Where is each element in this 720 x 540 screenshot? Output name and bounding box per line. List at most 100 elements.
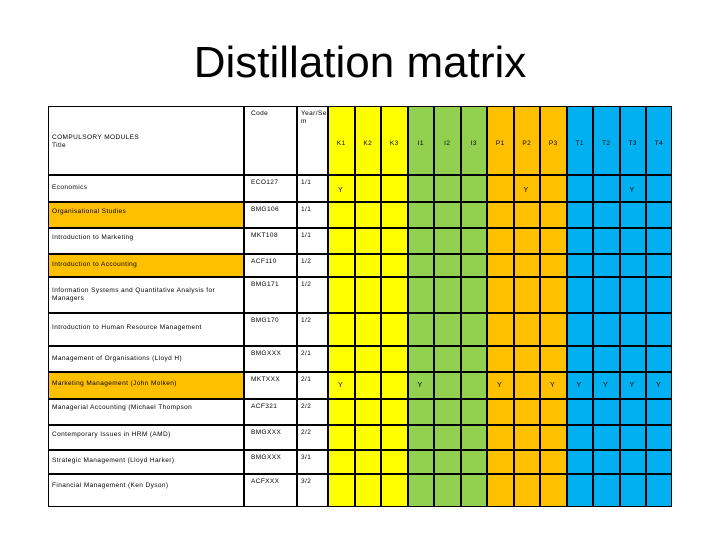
matrix-cell xyxy=(354,277,381,313)
matrix-cell xyxy=(646,450,672,474)
matrix-cell: Y xyxy=(513,175,540,202)
matrix-cell xyxy=(646,202,672,228)
module-title: Management of Organisations (Lloyd H) xyxy=(48,346,244,372)
matrix-cell xyxy=(540,202,567,228)
matrix-cell xyxy=(354,175,381,202)
matrix-cell xyxy=(354,425,381,450)
outcome-header-t4: T4 xyxy=(646,106,672,175)
matrix-cell xyxy=(434,450,461,474)
matrix-cell xyxy=(487,399,514,425)
matrix-cell xyxy=(434,313,461,346)
matrix-cell xyxy=(487,474,514,507)
matrix-cell xyxy=(460,313,487,346)
matrix-cell xyxy=(646,254,672,277)
matrix-cell xyxy=(434,202,461,228)
module-code: MKTXXX xyxy=(244,372,297,399)
matrix-cell xyxy=(487,425,514,450)
matrix-cell xyxy=(540,399,567,425)
matrix-cell xyxy=(593,425,620,450)
matrix-cell xyxy=(434,175,461,202)
matrix-cell xyxy=(328,228,355,254)
matrix-cell xyxy=(407,474,434,507)
matrix-cell: Y xyxy=(646,372,672,399)
matrix-cell xyxy=(487,202,514,228)
matrix-cell xyxy=(593,313,620,346)
matrix-cell xyxy=(566,346,593,372)
matrix-cell xyxy=(619,277,646,313)
matrix-cell xyxy=(434,399,461,425)
module-code: BMG171 xyxy=(244,277,297,313)
outcome-header-p3: P3 xyxy=(540,106,567,175)
matrix-cell xyxy=(593,346,620,372)
outcome-mark: Y xyxy=(523,187,529,194)
matrix-cell xyxy=(381,254,408,277)
module-code: BMGXXX xyxy=(244,346,297,372)
matrix-cell xyxy=(354,228,381,254)
module-year-sem: 3/2 xyxy=(297,474,328,507)
matrix-cell xyxy=(460,399,487,425)
module-year-sem: 2/1 xyxy=(297,346,328,372)
module-title-header: COMPULSORY MODULES Title xyxy=(48,106,244,175)
matrix-cell xyxy=(540,254,567,277)
matrix-cell xyxy=(407,425,434,450)
module-year-sem: 1/1 xyxy=(297,175,328,202)
matrix-cell xyxy=(566,277,593,313)
matrix-cell xyxy=(593,474,620,507)
matrix-cell xyxy=(540,228,567,254)
matrix-cell xyxy=(407,313,434,346)
matrix-cell xyxy=(434,346,461,372)
matrix-cell: Y xyxy=(328,372,355,399)
module-year-sem: 2/2 xyxy=(297,399,328,425)
matrix-cell xyxy=(407,399,434,425)
module-year-sem: 1/2 xyxy=(297,277,328,313)
matrix-cell xyxy=(354,254,381,277)
matrix-cell xyxy=(566,254,593,277)
module-code: ACF110 xyxy=(244,254,297,277)
outcome-mark: Y xyxy=(656,382,662,389)
matrix-cell xyxy=(434,372,461,399)
matrix-cell xyxy=(460,425,487,450)
matrix-cell xyxy=(354,399,381,425)
matrix-cell xyxy=(328,202,355,228)
matrix-cell xyxy=(460,228,487,254)
matrix-cell xyxy=(487,346,514,372)
matrix-cell: Y xyxy=(619,372,646,399)
matrix-cell xyxy=(593,228,620,254)
module-year-sem: 1/2 xyxy=(297,313,328,346)
module-year-sem: 1/1 xyxy=(297,228,328,254)
module-year-sem: 1/1 xyxy=(297,202,328,228)
matrix-cell xyxy=(407,346,434,372)
matrix-cell xyxy=(513,313,540,346)
matrix-cell xyxy=(566,175,593,202)
slide-title: Distillation matrix xyxy=(193,38,527,87)
module-title: Strategic Management (Lloyd Harker) xyxy=(48,450,244,474)
matrix-cell xyxy=(513,399,540,425)
module-title: Contemporary Issues in HRM (AMD) xyxy=(48,425,244,450)
module-code: BMGXXX xyxy=(244,450,297,474)
module-code: ACFXXX xyxy=(244,474,297,507)
matrix-cell xyxy=(381,313,408,346)
matrix-cell xyxy=(619,346,646,372)
matrix-cell xyxy=(646,399,672,425)
matrix-cell xyxy=(460,450,487,474)
matrix-cell xyxy=(434,254,461,277)
matrix-cell xyxy=(381,277,408,313)
matrix-cell xyxy=(487,277,514,313)
matrix-cell xyxy=(487,313,514,346)
matrix-cell xyxy=(566,228,593,254)
outcome-header-p2: P2 xyxy=(513,106,540,175)
matrix-cell xyxy=(434,277,461,313)
matrix-cell xyxy=(460,474,487,507)
matrix-cell xyxy=(487,228,514,254)
matrix-cell xyxy=(513,474,540,507)
matrix-cell xyxy=(566,399,593,425)
module-year-sem: 3/1 xyxy=(297,450,328,474)
matrix-cell xyxy=(646,175,672,202)
outcome-header-i1: I1 xyxy=(407,106,434,175)
matrix-cell: Y xyxy=(540,372,567,399)
matrix-cell xyxy=(381,228,408,254)
module-title: Organisational Studies xyxy=(48,202,244,228)
matrix-cell: Y xyxy=(487,372,514,399)
matrix-cell: Y xyxy=(407,372,434,399)
matrix-cell xyxy=(540,450,567,474)
